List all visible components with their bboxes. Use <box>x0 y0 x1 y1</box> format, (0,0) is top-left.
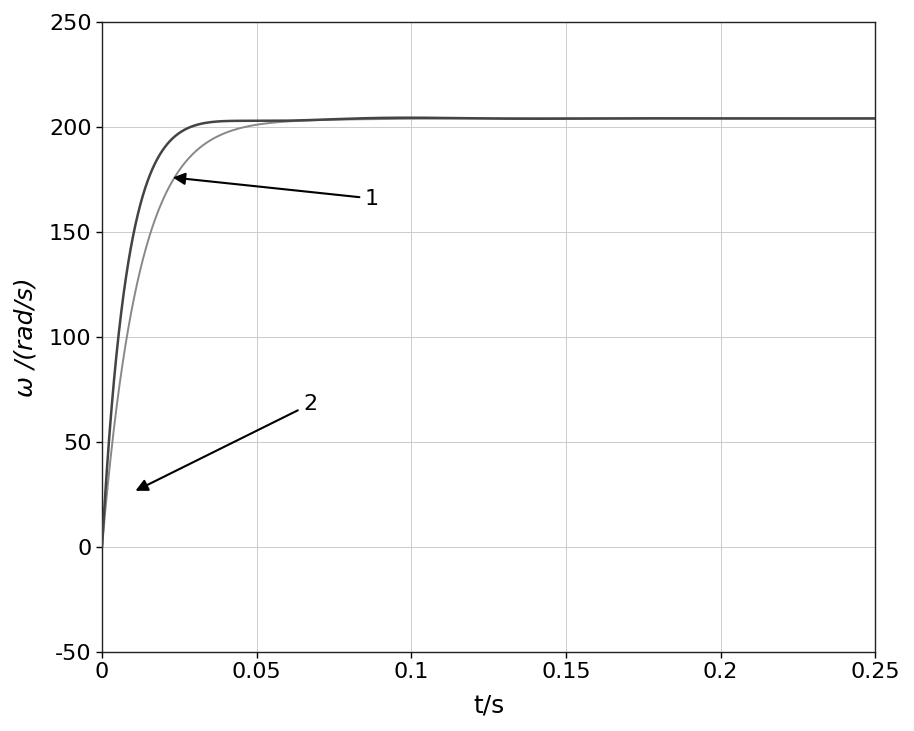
Text: 1: 1 <box>175 174 379 208</box>
Text: 2: 2 <box>137 394 317 490</box>
Y-axis label: ω /(rad/s): ω /(rad/s) <box>14 277 37 396</box>
X-axis label: t/s: t/s <box>473 693 505 717</box>
